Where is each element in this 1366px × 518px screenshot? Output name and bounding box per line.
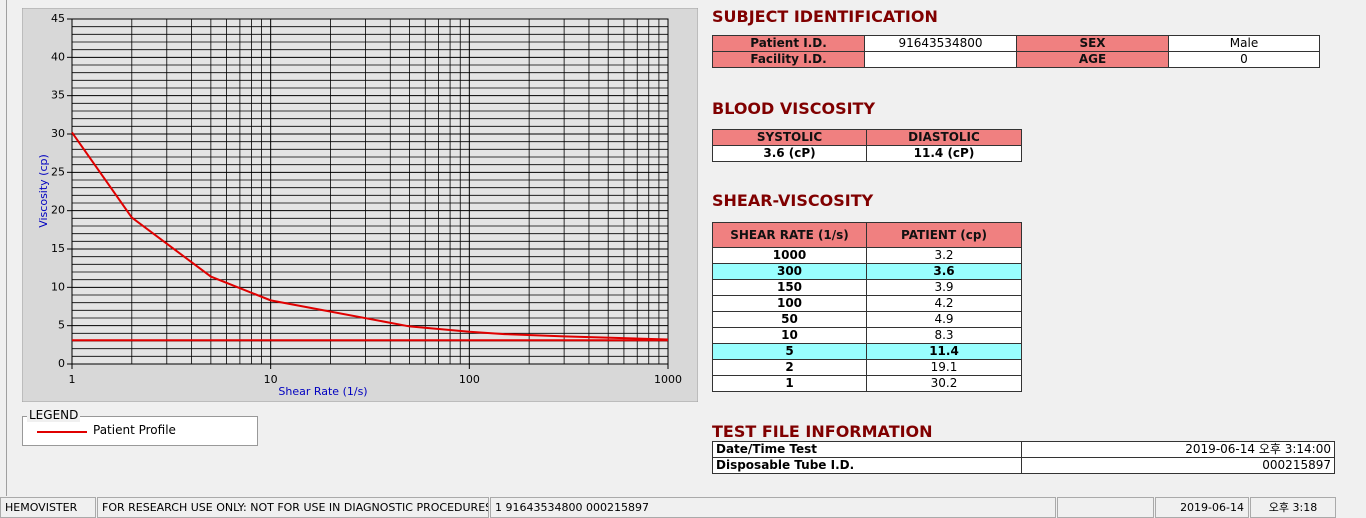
field-value: 0 [1168,51,1320,68]
y-tick-label: 25 [51,165,65,178]
shear-table: SHEAR RATE (1/s) PATIENT (cp) 1000 3.2 300 3… [712,222,1022,392]
table-row: 100 4.2 [712,295,1022,312]
table-row: 5 11.4 [712,343,1022,360]
table-row: 50 4.9 [712,311,1022,328]
field-value: Male [1168,35,1320,52]
field-value [864,51,1017,68]
cell: 11.4 [866,343,1022,360]
x-tick-label: 100 [459,373,480,386]
cell: 5 [712,343,867,360]
table-row: 2 19.1 [712,359,1022,376]
legend-swatch [37,431,87,433]
status-pane: FOR RESEARCH USE ONLY: NOT FOR USE IN DI… [97,497,489,518]
field-label: Patient I.D. [712,35,865,52]
cell: 3.2 [866,247,1022,264]
cell: 1000 [712,247,867,264]
table-row: 1 30.2 [712,375,1022,392]
cell: Disposable Tube I.D. [712,457,1022,474]
cell: 300 [712,263,867,280]
y-tick-label: 15 [51,242,65,255]
status-pane: HEMOVISTER [0,497,96,518]
field-label: Facility I.D. [712,51,865,68]
table-row: 10 8.3 [712,327,1022,344]
field-label: AGE [1016,51,1169,68]
column-header: SHEAR RATE (1/s) [712,222,867,248]
status-pane: 오후 3:18 [1250,497,1336,518]
x-tick-label: 1000 [654,373,682,386]
column-header: PATIENT (cp) [866,222,1022,248]
y-tick-label: 30 [51,127,65,140]
table-row: 1000 3.2 [712,247,1022,264]
y-axis-label: Viscosity (cp) [37,154,50,228]
cell: 000215897 [1021,457,1335,474]
y-tick-label: 20 [51,204,65,217]
status-pane [1057,497,1154,518]
cell: 8.3 [866,327,1022,344]
frame-edge [6,0,7,496]
blood-table: SYSTOLIC DIASTOLIC 3.6 (cP) 11.4 (cP) [712,129,1022,162]
cell: 2019-06-14 오후 3:14:00 [1021,441,1335,458]
cell: 50 [712,311,867,328]
chart: 0 5 10 15 20 25 30 35 40 45 1 10 100 1000 Shear Rate … [22,8,698,402]
subject-table: Patient I.D. 91643534800 SEX Male Facility … [712,35,1320,68]
y-tick-label: 40 [51,50,65,63]
legend-title: LEGEND [27,408,81,422]
section-title: TEST FILE INFORMATION [712,422,933,441]
cell: 3.9 [866,279,1022,296]
field-label: SEX [1016,35,1169,52]
legend: LEGEND Patient Profile [22,408,258,446]
cell: Date/Time Test [712,441,1022,458]
cell: 10 [712,327,867,344]
cell: 100 [712,295,867,312]
y-tick-label: 45 [51,12,65,25]
status-pane: 2019-06-14 [1155,497,1249,518]
y-tick-label: 10 [51,280,65,293]
cell: 11.4 (cP) [866,145,1022,162]
x-tick-label: 10 [264,373,278,386]
section-title: SUBJECT IDENTIFICATION [712,7,938,26]
section-title: SHEAR-VISCOSITY [712,191,874,210]
x-tick-label: 1 [69,373,76,386]
data-line [71,131,669,341]
field-value: 91643534800 [864,35,1017,52]
table-row: 150 3.9 [712,279,1022,296]
cell: 1 [712,375,867,392]
cell: 4.2 [866,295,1022,312]
column-header: DIASTOLIC [866,129,1022,146]
cell: 3.6 (cP) [712,145,867,162]
table-row: 300 3.6 [712,263,1022,280]
y-tick-label: 0 [58,357,65,370]
legend-label: Patient Profile [93,423,176,437]
x-axis-label: Shear Rate (1/s) [278,385,367,398]
cell: 19.1 [866,359,1022,376]
y-tick-label: 5 [58,319,65,332]
cell: 30.2 [866,375,1022,392]
status-pane: 1 91643534800 000215897 [490,497,1056,518]
cell: 150 [712,279,867,296]
test-file-table: Date/Time Test 2019-06-14 오후 3:14:00 Disp… [712,441,1335,474]
cell: 2 [712,359,867,376]
column-header: SYSTOLIC [712,129,867,146]
plot-area [71,18,669,365]
cell: 3.6 [866,263,1022,280]
y-tick-label: 35 [51,89,65,102]
section-title: BLOOD VISCOSITY [712,99,876,118]
cell: 4.9 [866,311,1022,328]
